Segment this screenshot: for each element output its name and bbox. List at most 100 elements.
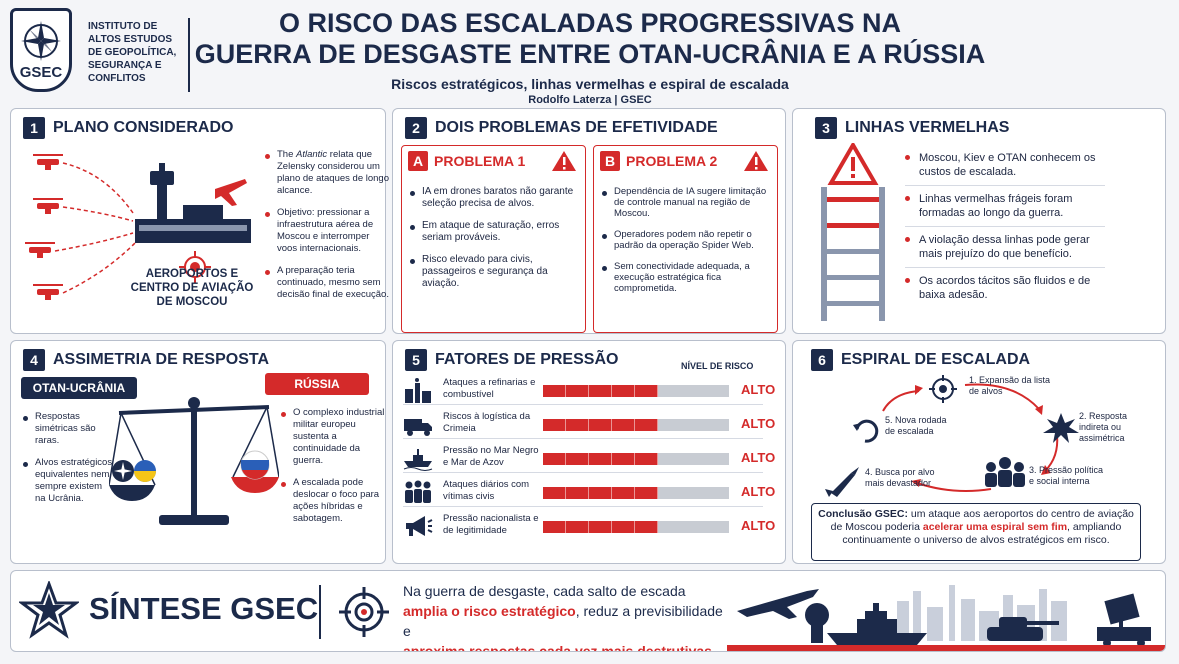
list-item: Respostas simétricas são raras. xyxy=(23,411,115,447)
panel-title-text: LINHAS VERMELHAS xyxy=(845,119,1010,136)
problem-letter: B xyxy=(600,151,620,171)
factor-row: Riscos à logística da Crimeia ALTO xyxy=(403,409,775,439)
truck-icon xyxy=(404,419,432,436)
factor-row: Ataques a refinarias e combustível ALTO xyxy=(403,375,775,405)
panel-number: 2 xyxy=(405,117,427,139)
drone-icon xyxy=(33,198,63,214)
panel-number: 4 xyxy=(23,349,45,371)
airport-label: AEROPORTOS E CENTRO DE AVIAÇÃO DE MOSCOU xyxy=(130,268,254,308)
list-item: Risco elevado para civis, passageiros e … xyxy=(410,254,579,290)
target-icon xyxy=(179,251,211,283)
panel-title-text: ASSIMETRIA DE RESPOSTA xyxy=(53,351,270,368)
synthesis-banner: SÍNTESE GSEC Na guerra de desgaste, cada… xyxy=(10,570,1166,652)
factor-label: Ataques a refinarias e combustível xyxy=(443,377,536,400)
risk-bar xyxy=(543,419,729,431)
panel1-bullets: The Atlantic relata que Zelensky conside… xyxy=(265,149,391,311)
synthesis-text: Na guerra de desgaste, cada salto de esc… xyxy=(403,581,723,652)
synthesis-line-3: aproxima respostas cada vez mais destrut… xyxy=(403,643,716,652)
radar-dome-icon xyxy=(805,603,829,643)
panel-title: 6 ESPIRAL DE ESCALADA xyxy=(811,349,1030,371)
people-icon xyxy=(405,480,431,503)
star-icon xyxy=(19,581,79,639)
drone-attack-illustration xyxy=(25,154,251,300)
list-item: Dependência de IA sugere limitação de co… xyxy=(602,186,771,219)
risk-level: ALTO xyxy=(741,484,776,499)
problem-letter: A xyxy=(408,151,428,171)
problem-a-header: A PROBLEMA 1 xyxy=(402,146,585,176)
drone-icon xyxy=(33,154,63,170)
target-icon xyxy=(929,375,957,403)
warning-icon xyxy=(552,151,576,171)
list-item: A escalada pode deslocar o foco para açõ… xyxy=(281,477,385,525)
megaphone-icon xyxy=(406,516,433,536)
panel-assimetria: 4 ASSIMETRIA DE RESPOSTA OTAN-UCRÂNIA RÚ… xyxy=(10,340,386,564)
logo-text: GSEC xyxy=(19,64,63,81)
spiral-step-4: 4. Busca por alvo mais devastador xyxy=(865,467,935,488)
risk-bar-fill xyxy=(543,521,659,533)
explosion-icon xyxy=(1043,413,1079,443)
tank-icon xyxy=(987,617,1059,641)
airport-terminal-icon xyxy=(135,205,251,243)
synthesis-line-1: Na guerra de desgaste, cada salto de esc… xyxy=(403,583,686,599)
list-item: Os acordos tácitos são fluidos e de baix… xyxy=(905,270,1105,308)
problem-b-card: B PROBLEMA 2 Dependência de IA sugere li… xyxy=(593,145,778,333)
list-item: Em ataque de saturação, erros seriam pro… xyxy=(410,220,579,244)
red-lines-list: Moscou, Kiev e OTAN conhecem os custos d… xyxy=(905,147,1105,310)
conclusion-label: Conclusão GSEC: xyxy=(818,508,908,520)
compass-icon xyxy=(21,21,61,61)
panel-linhas-vermelhas: 3 LINHAS VERMELHAS Moscou, Kiev e OTAN c… xyxy=(792,108,1166,334)
risk-bar xyxy=(543,453,729,465)
radar-truck-icon xyxy=(1097,593,1151,647)
list-item: Sem conectividade adequada, a execução e… xyxy=(602,261,771,294)
list-item: Linhas vermelhas frágeis foram formadas … xyxy=(905,188,1105,227)
control-tower-icon xyxy=(150,163,174,243)
russia-flag-icon xyxy=(240,450,270,480)
panel-number: 5 xyxy=(405,349,427,371)
risk-level: ALTO xyxy=(741,416,776,431)
conclusion-highlight: acelerar uma espiral sem fim xyxy=(922,521,1068,533)
warship-icon xyxy=(827,603,927,645)
panel-title: 1 PLANO CONSIDERADO xyxy=(23,117,233,139)
risk-bar-fill xyxy=(543,385,659,397)
escalation-spiral-diagram xyxy=(825,375,1079,497)
factor-label: Pressão nacionalista e de legitimidade xyxy=(443,513,539,536)
problem-title: PROBLEMA 2 xyxy=(626,153,718,169)
list-item: Alvos estratégicos equivalentes nem semp… xyxy=(23,457,115,505)
list-item: A violação dessa linhas pode gerar mais … xyxy=(905,229,1105,268)
institute-name: INSTITUTO DE ALTOS ESTUDOS DE GEOPOLÍTIC… xyxy=(88,21,177,84)
title-line-2: GUERRA DE DESGASTE ENTRE OTAN-UCRÂNIA E … xyxy=(194,39,986,69)
risk-bar-fill xyxy=(543,487,659,499)
russia-list: O complexo industrial militar europeu su… xyxy=(281,407,385,535)
panel-title: 4 ASSIMETRIA DE RESPOSTA xyxy=(23,349,269,371)
list-item: Objetivo: pressionar a infraestrutura aé… xyxy=(265,207,391,255)
page-title: O RISCO DAS ESCALADAS PROGRESSIVAS NA GU… xyxy=(190,8,990,70)
problem-title: PROBLEMA 1 xyxy=(434,153,526,169)
factor-row: Pressão no Mar Negro e Mar de Azov ALTO xyxy=(403,443,775,473)
risk-level: ALTO xyxy=(741,382,776,397)
conclusion-box: Conclusão GSEC: um ataque aos aeroportos… xyxy=(811,503,1141,561)
warship-icon xyxy=(403,449,433,471)
problem-a-list: IA em drones baratos não garante seleção… xyxy=(410,186,579,300)
panel-espiral: 6 ESPIRAL DE ESCALADA xyxy=(792,340,1166,564)
airplane-icon xyxy=(215,179,247,206)
list-item: O complexo industrial militar europeu su… xyxy=(281,407,385,467)
nato-flag-icon xyxy=(112,460,134,482)
warning-icon xyxy=(744,151,768,171)
risk-level: ALTO xyxy=(741,518,776,533)
risk-level: ALTO xyxy=(741,450,776,465)
panel-title-text: ESPIRAL DE ESCALADA xyxy=(841,351,1031,368)
list-item: Operadores podem não repetir o padrão da… xyxy=(602,229,771,251)
panel-plano-considerado: 1 PLANO CONSIDERADO xyxy=(10,108,389,334)
panel-title-text: DOIS PROBLEMAS DE EFETIVIDADE xyxy=(435,119,718,136)
otan-ucrania-list: Respostas simétricas são raras. Alvos es… xyxy=(23,411,115,515)
panel-title: 3 LINHAS VERMELHAS xyxy=(815,117,1009,139)
problem-a-card: A PROBLEMA 1 IA em drones baratos não ga… xyxy=(401,145,586,333)
list-item: Moscou, Kiev e OTAN conhecem os custos d… xyxy=(905,147,1105,186)
synthesis-title: SÍNTESE GSEC xyxy=(89,591,319,626)
risk-bar-fill xyxy=(543,453,659,465)
balance-scale-icon xyxy=(109,397,279,525)
risk-bar xyxy=(543,385,729,397)
panel-title-text: PLANO CONSIDERADO xyxy=(53,119,234,136)
list-item: The Atlantic relata que Zelensky conside… xyxy=(265,149,391,197)
list-item: IA em drones baratos não garante seleção… xyxy=(410,186,579,210)
